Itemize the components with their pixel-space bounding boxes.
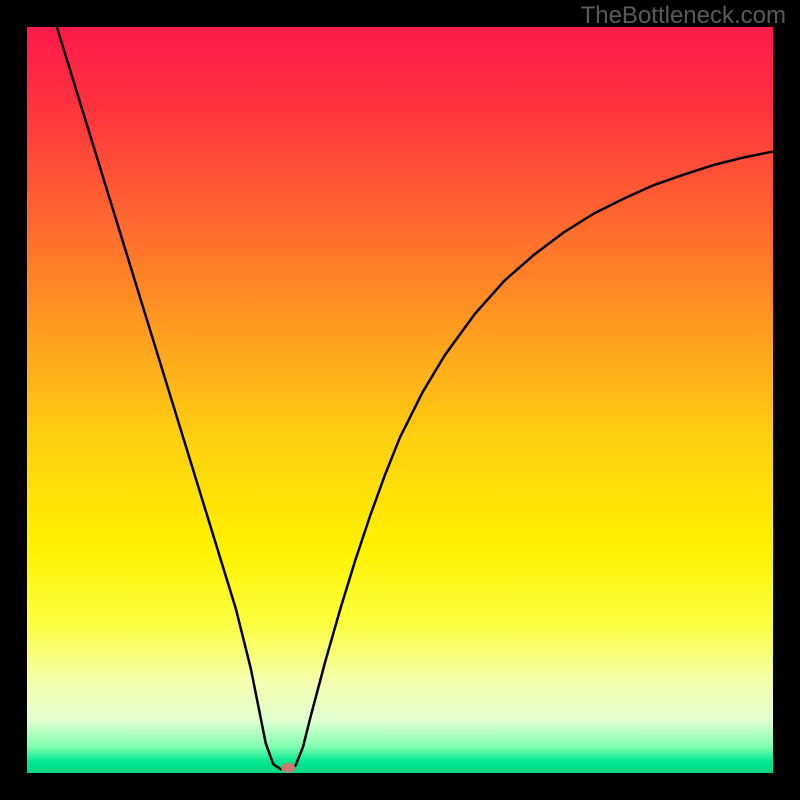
watermark-text: TheBottleneck.com bbox=[581, 2, 786, 30]
chart-frame: TheBottleneck.com bbox=[0, 0, 800, 800]
bottleneck-chart bbox=[0, 0, 800, 800]
plot-background bbox=[27, 27, 773, 773]
optimal-point-marker bbox=[281, 763, 295, 773]
